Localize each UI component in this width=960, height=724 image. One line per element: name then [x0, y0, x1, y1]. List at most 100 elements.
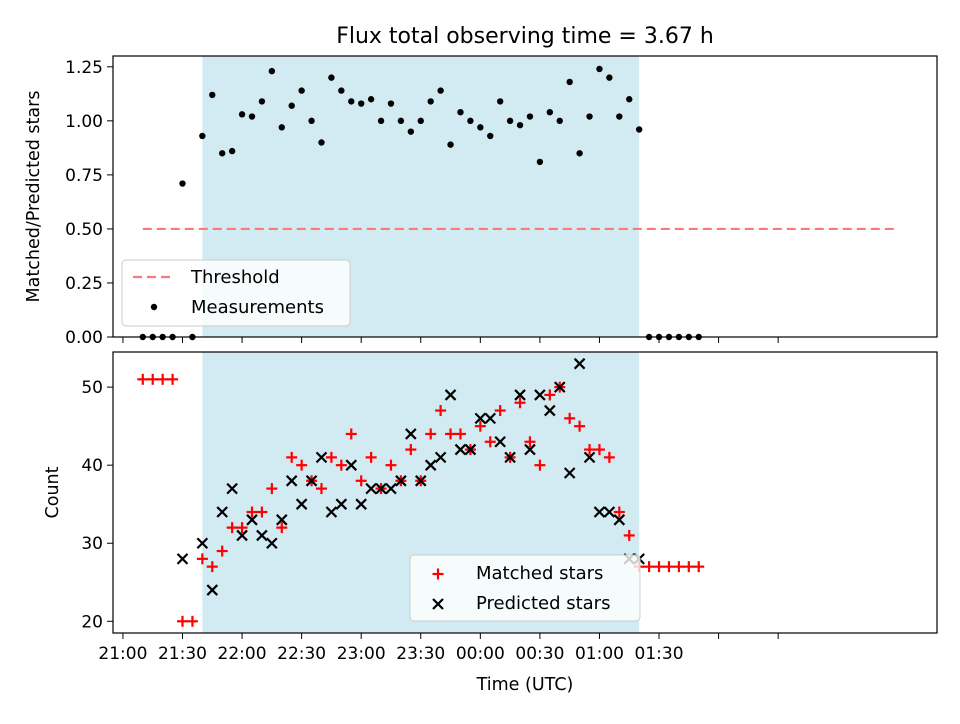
top-x-ticks	[122, 337, 779, 343]
measurement-point	[447, 141, 454, 148]
bottom-x-tick-label: 22:30	[277, 644, 326, 664]
x-axis-label: Time (UTC)	[476, 675, 574, 695]
predicted-star-point	[544, 404, 556, 417]
predicted-star-point	[474, 412, 487, 425]
measurement-point	[328, 74, 335, 81]
top-y-tick-label: 0.25	[65, 274, 103, 294]
bottom-x-tick-label: 01:30	[635, 644, 684, 664]
bottom-x-tick-label: 00:30	[515, 644, 564, 664]
predicted-star-point	[275, 514, 288, 526]
top-y-tick-label: 0.00	[65, 328, 103, 348]
predicted-star-point	[365, 482, 377, 495]
measurement-point	[606, 74, 613, 81]
predicted-star-point	[335, 498, 348, 510]
matched-star-point	[673, 561, 685, 573]
bottom-x-ticks: 21:00 21:30 22:00 22:30 23:00 23:30 00:00 00:30…	[98, 633, 779, 664]
legend-measurements-swatch	[150, 303, 158, 311]
matched-star-point	[157, 373, 169, 385]
predicted-star-point	[206, 584, 219, 596]
legend-threshold-label: Threshold	[190, 267, 280, 288]
predicted-stars-series	[176, 357, 645, 596]
measurement-point	[516, 121, 524, 129]
bottom-y-ticks: 20 30 40 50	[81, 378, 113, 632]
matched-star-point	[246, 506, 258, 518]
predicted-star-point	[514, 389, 526, 401]
bottom-y-tick-label: 50	[81, 378, 103, 398]
matched-star-point	[206, 561, 218, 573]
measurement-point	[427, 98, 434, 105]
top-y-ticks: 0.00 0.25 0.50 0.75 1.00 1.25	[65, 58, 113, 348]
predicted-star-point	[573, 357, 586, 370]
predicted-star-point	[434, 451, 447, 464]
bottom-x-tick-label: 23:30	[396, 644, 445, 664]
measurement-point	[477, 124, 484, 131]
measurement-point	[238, 111, 246, 118]
matched-star-point	[613, 506, 625, 518]
measurement-point	[546, 109, 554, 116]
measurement-point	[506, 117, 514, 125]
matched-star-point	[286, 451, 298, 463]
matched-star-point	[653, 561, 665, 573]
measurement-point	[566, 78, 573, 86]
matched-star-point	[315, 483, 327, 495]
matched-star-point	[623, 529, 635, 541]
predicted-star-point	[414, 475, 427, 487]
measurement-point	[298, 87, 305, 94]
matched-star-point	[425, 428, 437, 440]
predicted-star-point	[295, 498, 308, 510]
predicted-star-point	[504, 451, 516, 464]
matched-star-point	[147, 373, 159, 385]
predicted-star-point	[613, 514, 626, 526]
predicted-star-point	[256, 529, 268, 542]
predicted-star-point	[285, 475, 298, 487]
matched-star-point	[584, 444, 596, 456]
top-y-axis-label: Matched/Predicted stars	[24, 91, 44, 303]
matched-star-point	[325, 451, 337, 463]
matched-star-point	[514, 397, 526, 409]
legend-matched-label: Matched stars	[476, 563, 603, 584]
measurement-point	[635, 126, 643, 133]
measurement-point	[199, 132, 206, 140]
bottom-y-axis-label: Count	[43, 466, 63, 518]
matched-star-point	[335, 459, 347, 471]
predicted-star-point	[583, 451, 596, 464]
bottom-legend: Matched stars Predicted stars	[409, 554, 641, 622]
predicted-star-point	[355, 498, 367, 510]
matched-star-point	[474, 420, 486, 432]
measurement-point	[219, 150, 226, 157]
measurement-point	[576, 150, 583, 157]
matched-star-point	[534, 459, 546, 471]
matched-star-point	[484, 436, 496, 448]
bottom-x-tick-label: 21:00	[98, 644, 147, 664]
measurement-point	[437, 87, 444, 94]
matched-star-point	[574, 420, 586, 432]
measurement-point	[357, 100, 365, 107]
matched-star-point	[435, 405, 447, 417]
measurement-point	[308, 117, 315, 125]
predicted-star-point	[385, 482, 397, 495]
matched-star-point	[643, 561, 655, 573]
matched-star-point	[683, 561, 695, 573]
predicted-star-point	[236, 529, 248, 542]
matched-star-point	[524, 436, 536, 448]
predicted-star-point	[405, 428, 417, 440]
measurement-point	[626, 96, 633, 103]
measurement-point	[457, 109, 464, 116]
matched-star-point	[693, 561, 705, 573]
measurement-point	[487, 132, 494, 140]
predicted-star-point	[305, 475, 318, 487]
predicted-star-point	[375, 482, 387, 495]
measurement-point	[348, 98, 355, 105]
top-legend: Threshold Measurements	[121, 259, 351, 327]
measurement-point	[318, 139, 325, 146]
measurement-point	[288, 102, 295, 109]
matched-star-point	[345, 428, 357, 440]
measurement-point	[556, 117, 563, 125]
measurement-point	[338, 87, 345, 94]
matched-star-point	[454, 428, 466, 440]
matched-star-point	[564, 412, 576, 424]
legend-predicted-label: Predicted stars	[476, 593, 610, 614]
bottom-x-tick-label: 00:00	[456, 644, 505, 664]
